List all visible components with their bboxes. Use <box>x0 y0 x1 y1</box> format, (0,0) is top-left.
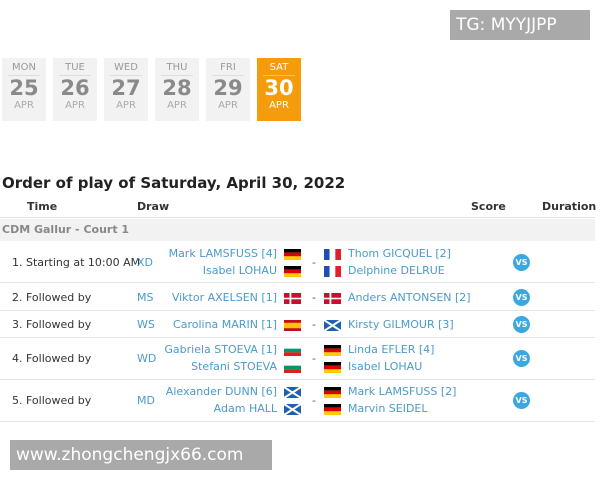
player-link[interactable]: Kirsty GILMOUR [3] <box>348 317 454 331</box>
vs-icon[interactable]: VS <box>513 350 530 367</box>
date-tile-wed[interactable]: WED 27 APR <box>104 58 148 121</box>
player-link[interactable]: Viktor AXELSEN [1] <box>171 290 277 304</box>
draw-link[interactable]: WD <box>137 352 157 365</box>
match-row: 2. Followed by MS - VS Viktor AXELSEN [1]… <box>0 284 595 311</box>
flag-bulgaria-icon <box>284 362 301 373</box>
flag-germany-icon <box>324 345 341 356</box>
flag-germany-icon <box>324 362 341 373</box>
flag-denmark-icon <box>324 292 341 304</box>
match-time: 2. Followed by <box>12 290 92 304</box>
flag-scotland-icon <box>283 403 302 416</box>
day-of-week: FRI <box>212 58 244 76</box>
flag-germany-icon <box>284 265 301 277</box>
vs-icon[interactable]: VS <box>513 288 530 306</box>
player-link[interactable]: Linda EFLER [4] <box>348 343 435 356</box>
player-link[interactable]: Adam HALL <box>213 402 277 415</box>
versus-dash: - <box>312 317 316 331</box>
player-link[interactable]: Isabel LOHAU <box>348 360 423 373</box>
flag-scotland-icon <box>323 318 342 332</box>
match-row: 3. Followed by WS - VS Carolina MARIN [1]… <box>0 311 595 338</box>
date-tile-thu[interactable]: THU 28 APR <box>155 58 199 121</box>
month: APR <box>14 100 34 111</box>
day-of-week: THU <box>161 58 193 76</box>
draw-link[interactable]: WS <box>137 317 155 331</box>
page-title: Order of play of Saturday, April 30, 202… <box>2 174 346 192</box>
draw-link[interactable]: MS <box>137 290 154 304</box>
court-name: CDM Gallur - Court 1 <box>0 219 595 241</box>
date-tile-mon[interactable]: MON 25 APR <box>2 58 46 121</box>
player-link[interactable]: Stefani STOEVA <box>191 360 277 373</box>
month: APR <box>269 100 289 111</box>
player-link[interactable]: Gabriela STOEVA [1] <box>164 343 277 356</box>
player-link[interactable]: Delphine DELRUE <box>348 263 445 277</box>
match-time: 5. Followed by <box>12 394 92 407</box>
flag-scotland-icon <box>283 386 302 399</box>
day-of-week: SAT <box>263 58 295 76</box>
flag-germany-icon <box>284 248 301 260</box>
versus-dash: - <box>312 290 316 304</box>
player-link[interactable]: Mark LAMSFUSS [4] <box>168 246 277 260</box>
player-link[interactable]: Thom GICQUEL [2] <box>348 246 451 260</box>
player-link[interactable]: Anders ANTONSEN [2] <box>348 290 471 304</box>
versus-dash: - <box>312 352 316 365</box>
vs-icon[interactable]: VS <box>513 315 530 333</box>
header-score: Score <box>471 200 506 213</box>
date-tile-sat[interactable]: SAT 30 APR <box>257 58 301 121</box>
day-of-week: TUE <box>59 58 91 76</box>
day-number: 26 <box>60 76 90 100</box>
header-duration: Duration <box>542 200 597 213</box>
header-draw: Draw <box>137 200 170 213</box>
flag-denmark-icon <box>284 292 301 304</box>
header-time: Time <box>27 200 58 213</box>
match-time: 1. Starting at 10:00 AM <box>12 255 141 269</box>
match-time: 3. Followed by <box>12 317 92 331</box>
day-of-week: WED <box>110 58 142 76</box>
match-row: 5. Followed by MD - VS Alexander DUNN [6]… <box>0 380 595 422</box>
day-number: 28 <box>162 76 192 100</box>
watermark-top: TG: MYYJJPP <box>450 10 590 40</box>
match-time: 4. Followed by <box>12 352 92 365</box>
month: APR <box>218 100 238 111</box>
day-number: 29 <box>213 76 243 100</box>
date-tile-fri[interactable]: FRI 29 APR <box>206 58 250 121</box>
day-of-week: MON <box>8 58 40 76</box>
flag-germany-icon <box>324 387 341 398</box>
flag-spain-icon <box>284 319 301 331</box>
match-row: 1. Starting at 10:00 AM XD - VS Mark LAMS… <box>0 242 595 283</box>
match-row: 4. Followed by WD - VS Gabriela STOEVA [1… <box>0 338 595 380</box>
month: APR <box>167 100 187 111</box>
month: APR <box>65 100 85 111</box>
vs-icon[interactable]: VS <box>513 392 530 409</box>
versus-dash: - <box>312 394 316 407</box>
player-link[interactable]: Alexander DUNN [6] <box>165 385 277 398</box>
versus-dash: - <box>312 255 316 269</box>
watermark-bottom: www.zhongchengjx66.com <box>10 440 272 470</box>
flag-france-icon <box>324 248 341 260</box>
player-link[interactable]: Mark LAMSFUSS [2] <box>348 385 457 398</box>
vs-icon[interactable]: VS <box>513 253 530 271</box>
day-number: 30 <box>264 76 294 100</box>
draw-link[interactable]: MD <box>137 394 155 407</box>
player-link[interactable]: Marvin SEIDEL <box>348 402 428 415</box>
date-tile-tue[interactable]: TUE 26 APR <box>53 58 97 121</box>
day-number: 25 <box>9 76 39 100</box>
date-selector: MON 25 APR TUE 26 APR WED 27 APR THU 28 APR FRI 2… <box>2 58 301 121</box>
table-header: Time Draw Score Duration <box>0 198 597 218</box>
player-link[interactable]: Carolina MARIN [1] <box>173 317 277 331</box>
day-number: 27 <box>111 76 141 100</box>
flag-france-icon <box>324 265 341 277</box>
month: APR <box>116 100 136 111</box>
flag-bulgaria-icon <box>284 345 301 356</box>
flag-germany-icon <box>324 404 341 415</box>
player-link[interactable]: Isabel LOHAU <box>202 263 277 277</box>
draw-link[interactable]: XD <box>137 255 154 269</box>
